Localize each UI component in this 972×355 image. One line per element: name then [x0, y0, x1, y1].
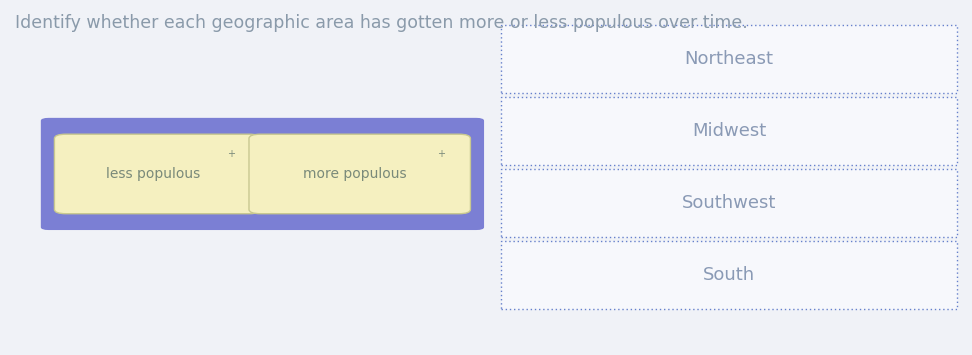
Text: less populous: less populous [106, 167, 200, 181]
Text: South: South [703, 266, 755, 284]
Text: +: + [227, 149, 235, 159]
Bar [501, 25, 957, 93]
FancyBboxPatch shape [249, 134, 470, 214]
Text: Southwest: Southwest [681, 194, 777, 212]
FancyBboxPatch shape [41, 118, 484, 230]
FancyBboxPatch shape [54, 134, 260, 214]
Text: Identify whether each geographic area has gotten more or less populous over time: Identify whether each geographic area ha… [15, 14, 747, 32]
Text: Midwest: Midwest [692, 122, 766, 140]
Text: more populous: more populous [303, 167, 406, 181]
Text: +: + [437, 149, 445, 159]
Bar [501, 97, 957, 165]
Text: Northeast: Northeast [684, 50, 774, 68]
Bar [501, 241, 957, 309]
Bar [501, 169, 957, 237]
